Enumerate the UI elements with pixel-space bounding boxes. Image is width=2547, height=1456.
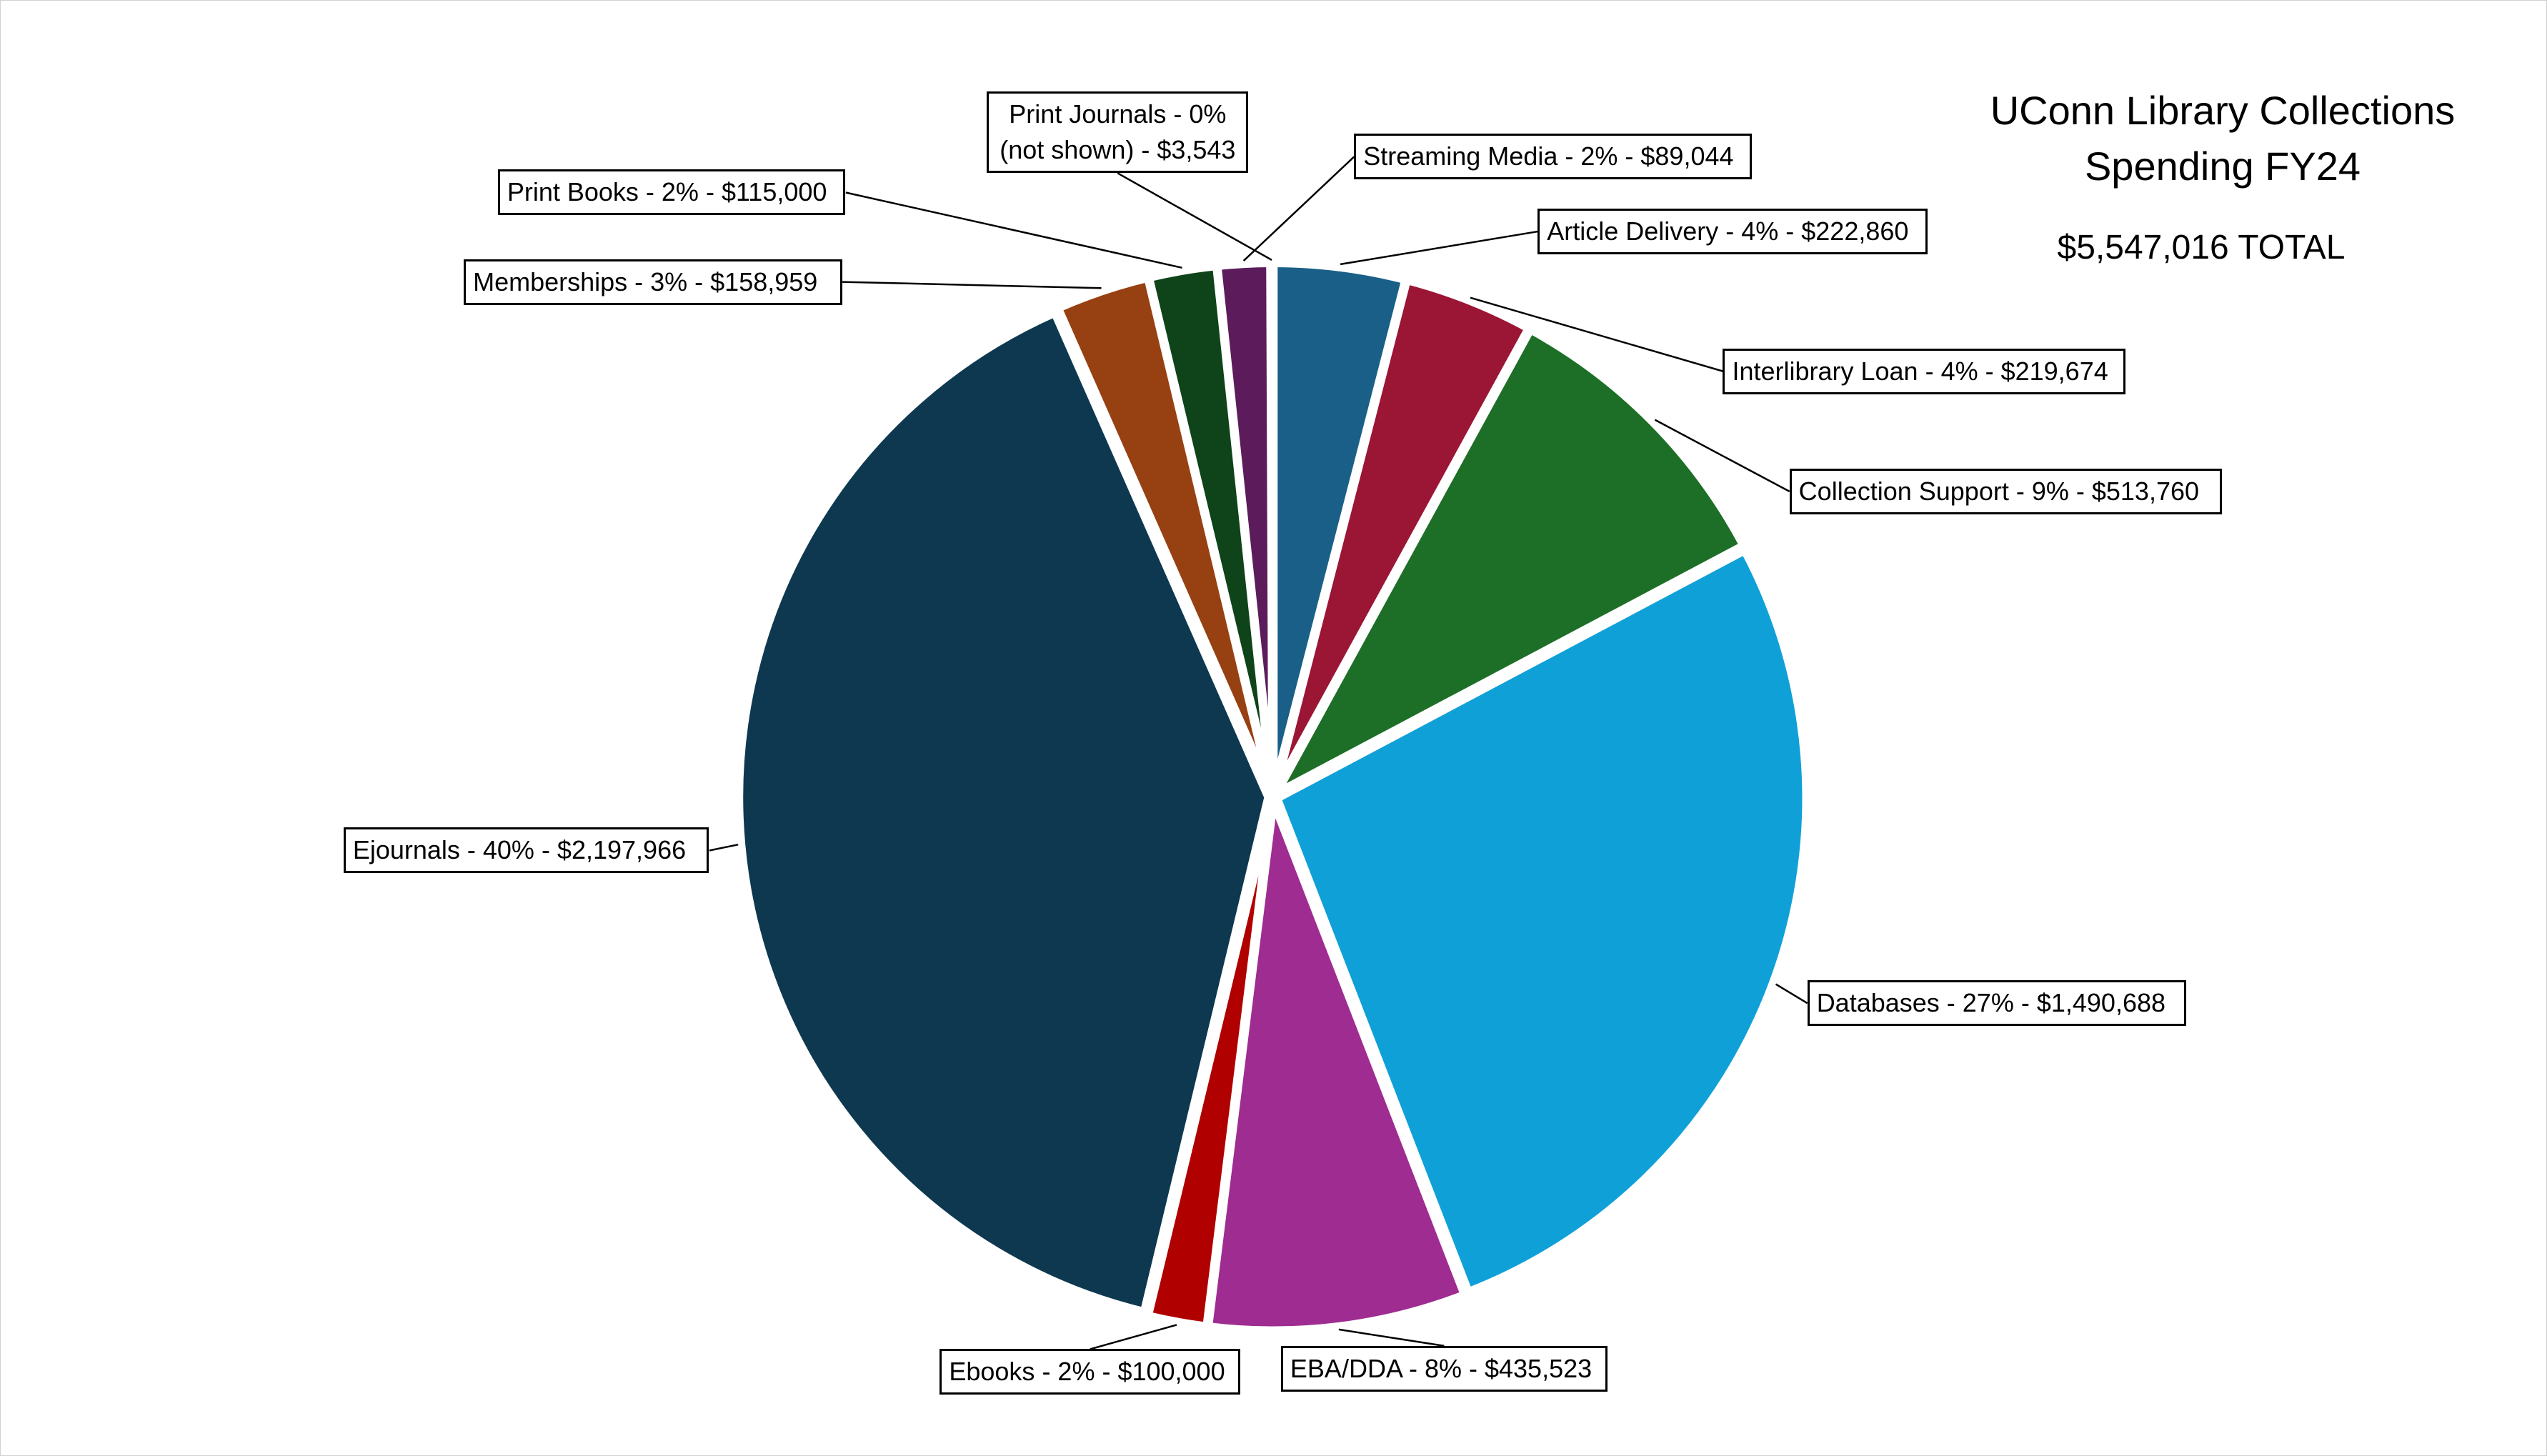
leader-line [1775,983,1808,1004]
leader-line [1117,172,1272,261]
pie-slice [1271,324,1748,799]
pie-slice [734,308,1273,1317]
data-label: Databases - 27% - $1,490,688 [1807,980,2186,1027]
pie-slice [1266,258,1277,797]
data-label: Ejournals - 40% - $2,197,966 [343,827,709,874]
data-label: Interlibrary Loan - 4% - $219,674 [1723,348,2126,394]
data-label: Ebooks - 2% - $100,000 [939,1349,1241,1395]
chart-title: UConn Library Collections Spending FY24 [1990,88,2456,189]
leader-line [1470,296,1723,372]
data-label: Print Journals - 0% (not shown) - $3,543 [987,91,1249,174]
leader-line [1338,1328,1445,1347]
pie-slice [1203,797,1470,1335]
leader-line [1340,230,1538,266]
pie-slice [1272,546,1811,1297]
data-label: Print Books - 2% - $115,000 [497,169,846,216]
data-label: Memberships - 3% - $158,959 [464,259,842,305]
leader-line [1242,156,1355,261]
leader-line [842,281,1102,289]
leader-line [1090,1324,1177,1350]
data-label: Collection Support - 9% - $513,760 [1789,468,2222,514]
pie-slice [1143,797,1277,1331]
data-label: Article Delivery - 4% - $222,860 [1537,209,1928,255]
leader-line [1654,419,1790,493]
chart-subtitle: $5,547,016 TOTAL [2057,229,2346,266]
leader-line [845,191,1182,269]
data-label: EBA/DDA - 8% - $435,523 [1280,1345,1608,1392]
pie-slice [1270,275,1533,797]
data-label: Streaming Media - 2% - $89,044 [1354,134,1753,180]
leader-line [709,843,739,852]
